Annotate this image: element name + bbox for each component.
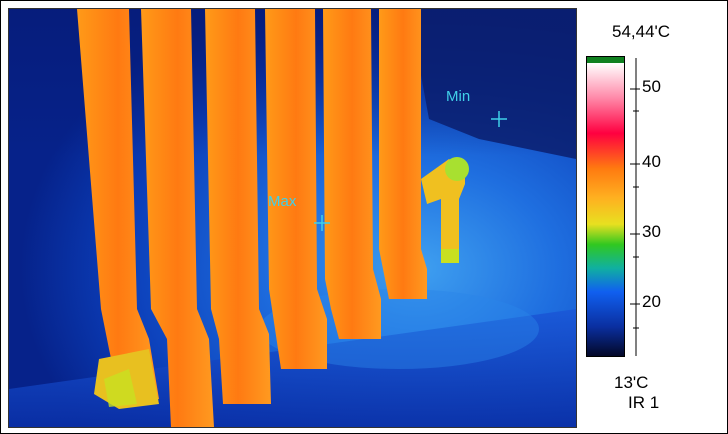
scale-max-label: 54,44'C xyxy=(612,22,671,41)
scale-mode-label: IR 1 xyxy=(628,393,660,412)
max-marker-label: Max xyxy=(268,193,297,210)
scale-tick-40: 40 xyxy=(642,152,661,171)
color-scale-bar xyxy=(586,56,640,357)
scale-tick-50: 50 xyxy=(642,77,661,96)
radiator xyxy=(77,9,427,427)
min-marker-label: Min xyxy=(446,88,471,105)
thermal-image xyxy=(8,8,577,428)
scale-min-label: 13'C xyxy=(614,373,649,392)
scale-tick-30: 30 xyxy=(642,222,661,241)
scale-tick-20: 20 xyxy=(642,292,661,311)
